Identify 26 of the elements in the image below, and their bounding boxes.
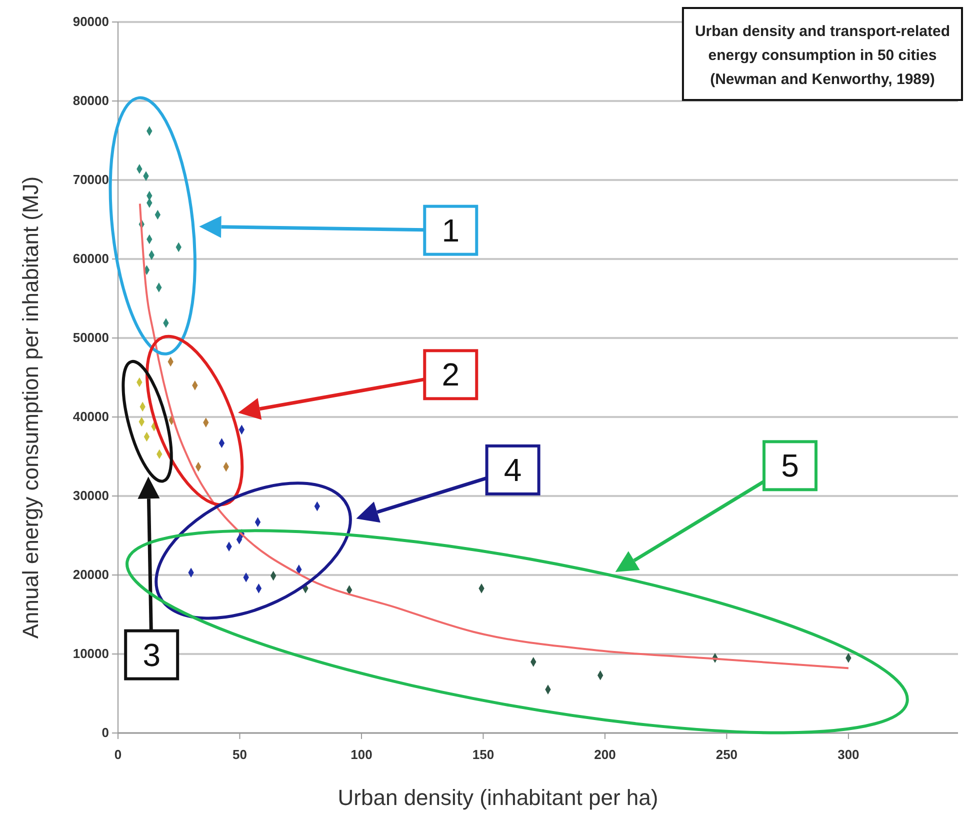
annotation: 5 — [781, 448, 799, 484]
x-tick-label: 300 — [838, 746, 860, 762]
line-series — [138, 202, 850, 670]
y-tick-label: 0 — [102, 725, 109, 740]
x-tick-label: 200 — [594, 746, 616, 762]
y-tick-label: 50000 — [72, 330, 109, 346]
y-tick-label: 40000 — [72, 409, 109, 424]
y-tick-label: 80000 — [72, 93, 109, 108]
x-axis-title: Urban density (inhabitant per ha) — [338, 785, 658, 810]
annotation: 2 — [442, 356, 460, 393]
x-tick-label: 250 — [716, 746, 738, 762]
annotation: 1 — [442, 212, 460, 248]
y-tick-label: 60000 — [72, 251, 109, 266]
x-tick-label: 0 — [114, 746, 122, 762]
text: Urban density and transport-related energy consumption in 50 cities (Newman and Kenworthy, 1989) — [694, 23, 950, 88]
annotation: 3 — [142, 636, 160, 673]
x-tick-label: 50 — [232, 746, 247, 762]
y-tick-label: 10000 — [72, 646, 109, 662]
y-tick-label: 90000 — [72, 14, 109, 30]
x-tick-label: 150 — [472, 746, 494, 762]
y-tick-label: 30000 — [72, 488, 109, 504]
y-tick-label: 70000 — [72, 172, 109, 188]
y-axis-title: Annual energy consumption per inhabitant (MJ) — [18, 176, 43, 639]
annotation: 4 — [504, 452, 522, 488]
y-tick-label: 20000 — [72, 567, 109, 582]
x-tick-label: 100 — [350, 746, 372, 762]
